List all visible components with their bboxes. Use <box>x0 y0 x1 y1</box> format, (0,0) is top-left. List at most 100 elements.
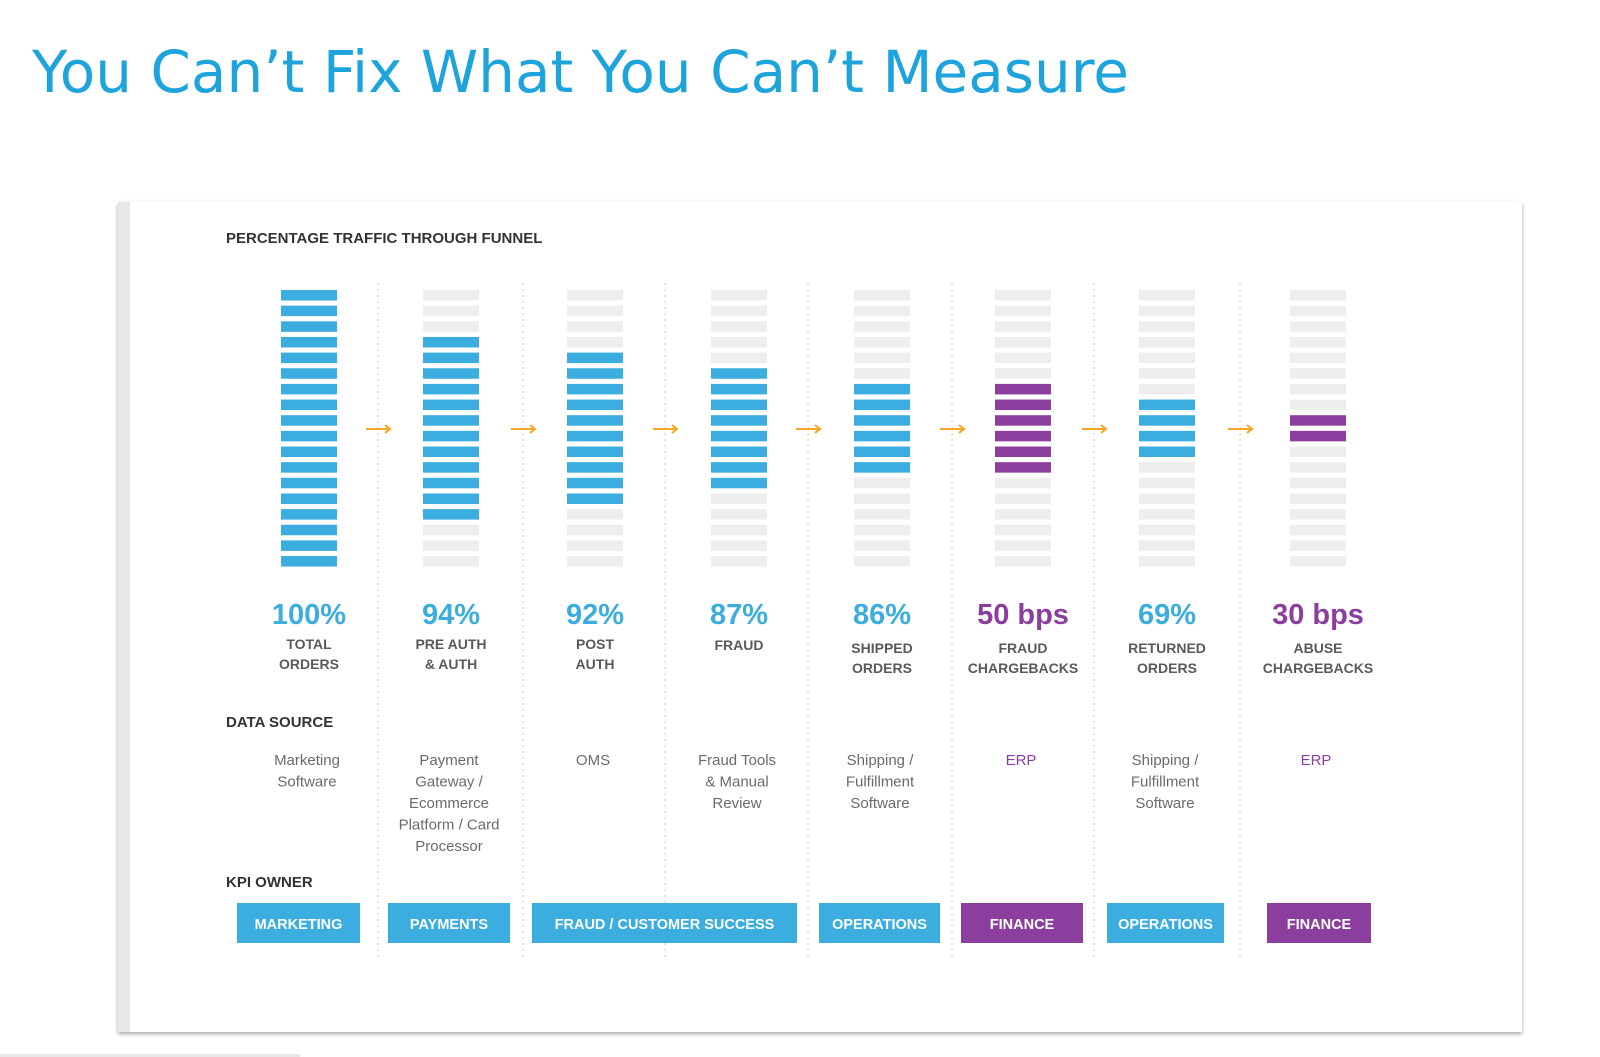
kpi-owner-badge <box>1107 903 1224 943</box>
data-source-text: Marketing <box>274 752 340 769</box>
kpi-owner-badge <box>237 903 360 943</box>
funnel-segment-empty <box>567 321 623 332</box>
funnel-segment-empty <box>567 305 623 317</box>
funnel-segment-empty <box>423 321 479 332</box>
funnel-segment-empty <box>711 540 767 551</box>
kpi-owner-label: MARKETING <box>255 917 343 933</box>
funnel-segment-filled <box>281 430 337 442</box>
funnel-segment-empty <box>854 352 910 364</box>
funnel-segment-empty <box>1290 321 1346 332</box>
funnel-segment-filled <box>995 446 1051 457</box>
funnel-segment-empty <box>995 477 1051 489</box>
funnel-segment-filled <box>567 368 623 379</box>
funnel-segment-filled <box>711 477 767 489</box>
funnel-segment-filled <box>423 415 479 426</box>
funnel-segment-filled <box>567 399 623 411</box>
stage-name-label: ORDERS <box>852 660 912 676</box>
stage-name-label: ORDERS <box>279 656 339 672</box>
kpi-owner-label: OPERATIONS <box>1118 917 1213 933</box>
funnel-segment-filled <box>1139 399 1195 411</box>
data-source-heading: DATA SOURCE <box>226 714 333 731</box>
funnel-segment-filled <box>1139 415 1195 426</box>
stage-value-label: 87% <box>710 599 768 631</box>
funnel-segment-filled <box>423 352 479 364</box>
funnel-segment-filled <box>423 493 479 504</box>
funnel-segment-filled <box>281 399 337 411</box>
stage-value-label: 86% <box>853 599 911 631</box>
funnel-segment-filled <box>995 383 1051 395</box>
funnel-segment-empty <box>423 290 479 301</box>
data-source-text: Software <box>850 795 909 812</box>
funnel-segment-empty <box>1139 540 1195 551</box>
funnel-segment-filled <box>711 399 767 411</box>
funnel-segment-empty <box>567 336 623 348</box>
funnel-segment-filled <box>995 399 1051 411</box>
funnel-segment-filled <box>567 462 623 473</box>
chart-title: PERCENTAGE TRAFFIC THROUGH FUNNEL <box>226 230 542 247</box>
funnel-segment-filled <box>567 383 623 395</box>
funnel-segment-filled <box>567 477 623 489</box>
funnel-segment-empty <box>1290 336 1346 348</box>
kpi-owner-badge <box>532 903 797 943</box>
funnel-card: PERCENTAGE TRAFFIC THROUGH FUNNEL DATA SO… <box>118 202 1522 1032</box>
kpi-owner-label: FINANCE <box>990 917 1055 933</box>
funnel-segment-empty <box>854 524 910 536</box>
funnel-segment-empty <box>995 352 1051 364</box>
funnel-segment-filled <box>423 477 479 489</box>
funnel-segment-filled <box>567 430 623 442</box>
funnel-segment-empty <box>854 509 910 520</box>
funnel-segment-empty <box>854 368 910 379</box>
data-source-text: & Manual <box>705 774 768 791</box>
funnel-segment-empty <box>1139 368 1195 379</box>
funnel-segment-filled <box>711 383 767 395</box>
flow-arrow-icon <box>653 424 679 434</box>
kpi-owner-label: PAYMENTS <box>410 917 488 933</box>
funnel-segment-empty <box>1290 509 1346 520</box>
funnel-segment-empty <box>1290 446 1346 457</box>
funnel-segment-filled <box>567 493 623 504</box>
funnel-segment-empty <box>1290 477 1346 489</box>
funnel-segment-empty <box>1290 524 1346 536</box>
funnel-segment-empty <box>1290 399 1346 411</box>
data-source-text: Fraud Tools <box>698 752 776 769</box>
funnel-segment-filled <box>423 446 479 457</box>
funnel-segment-filled <box>423 509 479 520</box>
funnel-segment-empty <box>1290 383 1346 395</box>
kpi-owner-label: OPERATIONS <box>832 917 927 933</box>
funnel-segment-filled <box>423 462 479 473</box>
funnel-segment-empty <box>854 477 910 489</box>
data-source-text: Review <box>712 795 761 812</box>
funnel-segment-empty <box>1139 352 1195 364</box>
funnel-segment-filled <box>281 477 337 489</box>
funnel-segment-filled <box>281 524 337 536</box>
funnel-segment-empty <box>1139 509 1195 520</box>
stage-name-label: AUTH <box>576 656 615 672</box>
funnel-segment-empty <box>1290 493 1346 504</box>
data-source-text: Gateway / <box>415 774 483 791</box>
funnel-segment-empty <box>711 352 767 364</box>
funnel-segment-filled <box>281 352 337 364</box>
data-source-text: OMS <box>576 752 610 769</box>
funnel-segment-empty <box>423 524 479 536</box>
flow-arrow-icon <box>1082 424 1108 434</box>
funnel-segment-empty <box>567 290 623 301</box>
kpi-owner-heading: KPI OWNER <box>226 874 313 891</box>
funnel-segment-empty <box>711 290 767 301</box>
stage-name-label: & AUTH <box>425 656 477 672</box>
funnel-segment-empty <box>1139 462 1195 473</box>
funnel-segment-empty <box>567 540 623 551</box>
funnel-segment-filled <box>281 462 337 473</box>
stage-value-label: 100% <box>272 599 346 631</box>
funnel-segment-empty <box>854 493 910 504</box>
funnel-segment-empty <box>1139 321 1195 332</box>
stage-value-label: 50 bps <box>977 599 1069 631</box>
kpi-owner-label: FINANCE <box>1287 917 1352 933</box>
funnel-segment-empty <box>1290 368 1346 379</box>
flow-arrow-icon <box>511 424 537 434</box>
funnel-segment-filled <box>567 352 623 364</box>
funnel-segment-empty <box>1139 524 1195 536</box>
stage-name-label: ABUSE <box>1293 640 1342 656</box>
stage-name-label: CHARGEBACKS <box>968 660 1078 676</box>
funnel-segment-empty <box>711 321 767 332</box>
funnel-segment-empty <box>995 290 1051 301</box>
